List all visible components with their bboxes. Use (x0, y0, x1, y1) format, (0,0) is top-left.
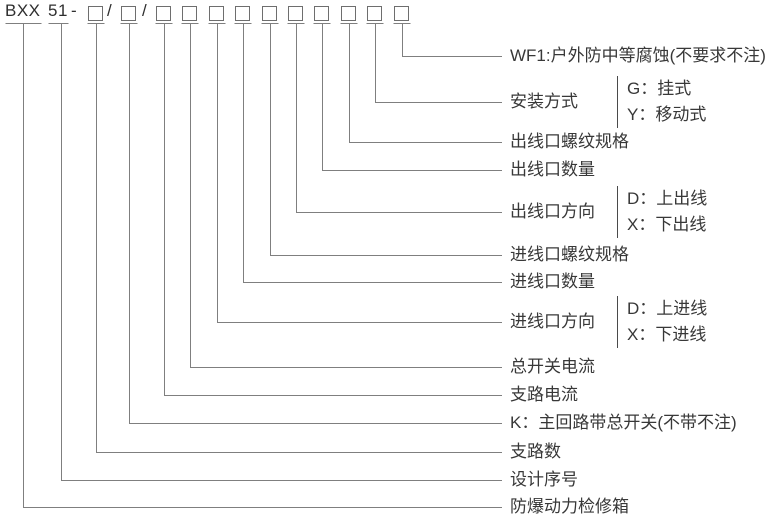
callout-branch-current: 支路电流 (510, 385, 578, 404)
option-list: G：挂式 Y：移动式 (617, 76, 706, 128)
callout-inlet-thread-spec: 进线口螺纹规格 (510, 245, 629, 264)
model-prefix: BXX (5, 1, 41, 20)
callout-main-switch-current: 总开关电流 (510, 357, 595, 376)
connector-line (96, 24, 502, 453)
connector-line (243, 24, 502, 283)
connector-line (23, 24, 502, 508)
model-code-box (314, 6, 329, 21)
connector-line (402, 24, 502, 57)
connector-line (270, 24, 502, 256)
callout-main-switch-flag: K：主回路带总开关(不带不注) (510, 413, 737, 432)
connector-line (190, 24, 502, 368)
field-label: 进线口方向 (510, 312, 595, 331)
callout-branch-count: 支路数 (510, 442, 561, 461)
option-top-outlet: D：上出线 (627, 189, 708, 208)
connector-line (375, 24, 502, 103)
option-hanging: G：挂式 (627, 79, 692, 98)
option-list: D：上进线 X：下进线 (617, 296, 707, 348)
separator-slash: / (142, 1, 148, 20)
callout-inlet-direction: 进线口方向 D：上进线 X：下进线 (510, 296, 707, 348)
model-code-box (367, 6, 382, 21)
separator-slash: / (107, 1, 113, 20)
option-list: D：上出线 X：下出线 (617, 186, 707, 238)
model-code-box (394, 6, 409, 21)
connector-line (322, 24, 502, 171)
connector-line (61, 24, 502, 481)
option-bottom-inlet: X：下进线 (627, 325, 707, 344)
callout-inlet-count: 进线口数量 (510, 272, 595, 291)
connector-line (164, 24, 502, 396)
callout-design-serial: 设计序号 (510, 470, 578, 489)
option-bottom-outlet: X：下出线 (627, 215, 707, 234)
model-code-box (262, 6, 277, 21)
connector-line (129, 24, 502, 424)
connector-line (217, 24, 502, 323)
field-label: 出线口方向 (510, 202, 595, 221)
model-code-box (121, 6, 136, 21)
callout-outlet-count: 出线口数量 (510, 160, 595, 179)
model-code-box (182, 6, 197, 21)
callout-mounting-type: 安装方式 G：挂式 Y：移动式 (510, 76, 706, 128)
model-code-box (288, 6, 303, 21)
model-code-box (156, 6, 171, 21)
model-code-box (209, 6, 224, 21)
option-mobile: Y：移动式 (627, 105, 707, 124)
callout-outlet-direction: 出线口方向 D：上出线 X：下出线 (510, 186, 707, 238)
model-code-box (341, 6, 356, 21)
connector-line (349, 24, 502, 143)
callout-outlet-thread-spec: 出线口螺纹规格 (510, 132, 629, 151)
design-series: 51 (48, 1, 68, 20)
option-top-inlet: D：上进线 (627, 299, 708, 318)
connector-line (296, 24, 502, 213)
model-code-box (88, 6, 103, 21)
callout-product-type: 防爆动力检修箱 (510, 497, 629, 516)
separator-dash: - (71, 1, 78, 20)
field-label: 安装方式 (510, 92, 578, 111)
model-code-box (235, 6, 250, 21)
callout-corrosion-code: WF1:户外防中等腐蚀(不要求不注) (510, 46, 766, 65)
